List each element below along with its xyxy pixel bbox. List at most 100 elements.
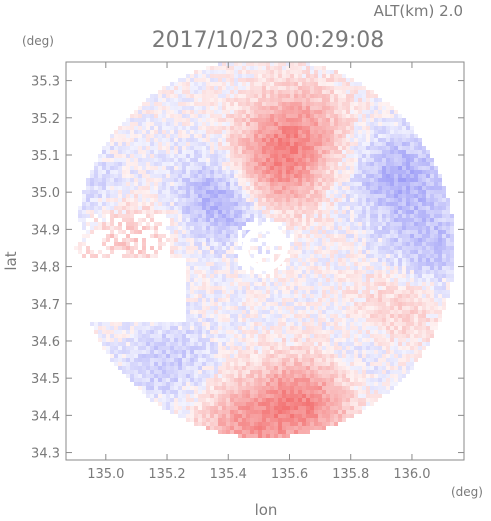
echo-cell bbox=[434, 166, 438, 170]
echo-cell bbox=[386, 242, 390, 246]
echo-cell bbox=[334, 166, 338, 170]
echo-cell bbox=[374, 154, 378, 158]
echo-cell bbox=[358, 114, 362, 118]
echo-cell bbox=[266, 314, 270, 318]
echo-cell bbox=[162, 122, 166, 126]
echo-cell bbox=[442, 194, 446, 198]
echo-cell bbox=[234, 202, 238, 206]
echo-cell bbox=[410, 294, 414, 298]
echo-cell bbox=[142, 218, 146, 222]
echo-cell bbox=[238, 78, 242, 82]
echo-cell bbox=[410, 238, 414, 242]
echo-cell bbox=[246, 218, 250, 222]
echo-cell bbox=[414, 178, 418, 182]
echo-cell bbox=[402, 306, 406, 310]
echo-cell bbox=[414, 242, 418, 246]
echo-cell bbox=[106, 174, 110, 178]
echo-cell bbox=[250, 126, 254, 130]
echo-cell bbox=[350, 306, 354, 310]
echo-cell bbox=[414, 142, 418, 146]
echo-cell bbox=[202, 142, 206, 146]
echo-cell bbox=[106, 166, 110, 170]
echo-cell bbox=[322, 190, 326, 194]
echo-cell bbox=[242, 202, 246, 206]
echo-cell bbox=[414, 154, 418, 158]
echo-cell bbox=[350, 150, 354, 154]
echo-cell bbox=[342, 282, 346, 286]
echo-cell bbox=[238, 298, 242, 302]
echo-cell bbox=[134, 238, 138, 242]
echo-cell bbox=[378, 270, 382, 274]
echo-cell bbox=[162, 162, 166, 166]
echo-cell bbox=[306, 302, 310, 306]
echo-cell bbox=[306, 222, 310, 226]
echo-cell bbox=[314, 274, 318, 278]
echo-cell bbox=[394, 146, 398, 150]
echo-cell bbox=[262, 62, 266, 66]
echo-cell bbox=[362, 162, 366, 166]
echo-cell bbox=[306, 154, 310, 158]
echo-cell bbox=[354, 290, 358, 294]
echo-cell bbox=[226, 82, 230, 86]
echo-cell bbox=[242, 118, 246, 122]
echo-cell bbox=[430, 238, 434, 242]
echo-cell bbox=[330, 226, 334, 230]
echo-cell bbox=[226, 166, 230, 170]
echo-cell bbox=[334, 234, 338, 238]
echo-cell bbox=[282, 66, 286, 70]
echo-cell bbox=[162, 174, 166, 178]
echo-cell bbox=[182, 78, 186, 82]
echo-cell bbox=[282, 174, 286, 178]
echo-cell bbox=[266, 278, 270, 282]
echo-cell bbox=[222, 82, 226, 86]
echo-cell bbox=[214, 166, 218, 170]
echo-cell bbox=[194, 146, 198, 150]
echo-cell bbox=[134, 146, 138, 150]
echo-cell bbox=[334, 266, 338, 270]
echo-cell bbox=[394, 278, 398, 282]
echo-cell bbox=[402, 174, 406, 178]
echo-cell bbox=[370, 306, 374, 310]
echo-cell bbox=[382, 230, 386, 234]
echo-cell bbox=[150, 218, 154, 222]
echo-cell bbox=[146, 118, 150, 122]
echo-cell bbox=[130, 118, 134, 122]
echo-cell bbox=[302, 238, 306, 242]
echo-cell bbox=[326, 150, 330, 154]
echo-cell bbox=[214, 318, 218, 322]
echo-cell bbox=[422, 226, 426, 230]
echo-cell bbox=[330, 278, 334, 282]
echo-cell bbox=[230, 166, 234, 170]
echo-cell bbox=[290, 70, 294, 74]
echo-cell bbox=[286, 298, 290, 302]
echo-cell bbox=[394, 234, 398, 238]
echo-cell bbox=[290, 298, 294, 302]
echo-cell bbox=[266, 178, 270, 182]
echo-cell bbox=[218, 178, 222, 182]
echo-cell bbox=[210, 294, 214, 298]
echo-cell bbox=[334, 158, 338, 162]
echo-cell bbox=[278, 294, 282, 298]
echo-cell bbox=[402, 186, 406, 190]
echo-cell bbox=[362, 154, 366, 158]
echo-cell bbox=[142, 154, 146, 158]
echo-cell bbox=[254, 174, 258, 178]
echo-cell bbox=[134, 198, 138, 202]
echo-cell bbox=[314, 218, 318, 222]
echo-cell bbox=[370, 326, 374, 330]
echo-cell bbox=[334, 302, 338, 306]
echo-cell bbox=[342, 294, 346, 298]
echo-cell bbox=[290, 274, 294, 278]
echo-cell bbox=[394, 126, 398, 130]
echo-cell bbox=[230, 98, 234, 102]
echo-cell bbox=[246, 122, 250, 126]
echo-cell bbox=[362, 198, 366, 202]
echo-cell bbox=[234, 174, 238, 178]
echo-cell bbox=[446, 214, 450, 218]
echo-cell bbox=[334, 190, 338, 194]
echo-cell bbox=[326, 198, 330, 202]
echo-cell bbox=[346, 182, 350, 186]
echo-cell bbox=[298, 270, 302, 274]
echo-cell bbox=[354, 246, 358, 250]
echo-cell bbox=[122, 182, 126, 186]
